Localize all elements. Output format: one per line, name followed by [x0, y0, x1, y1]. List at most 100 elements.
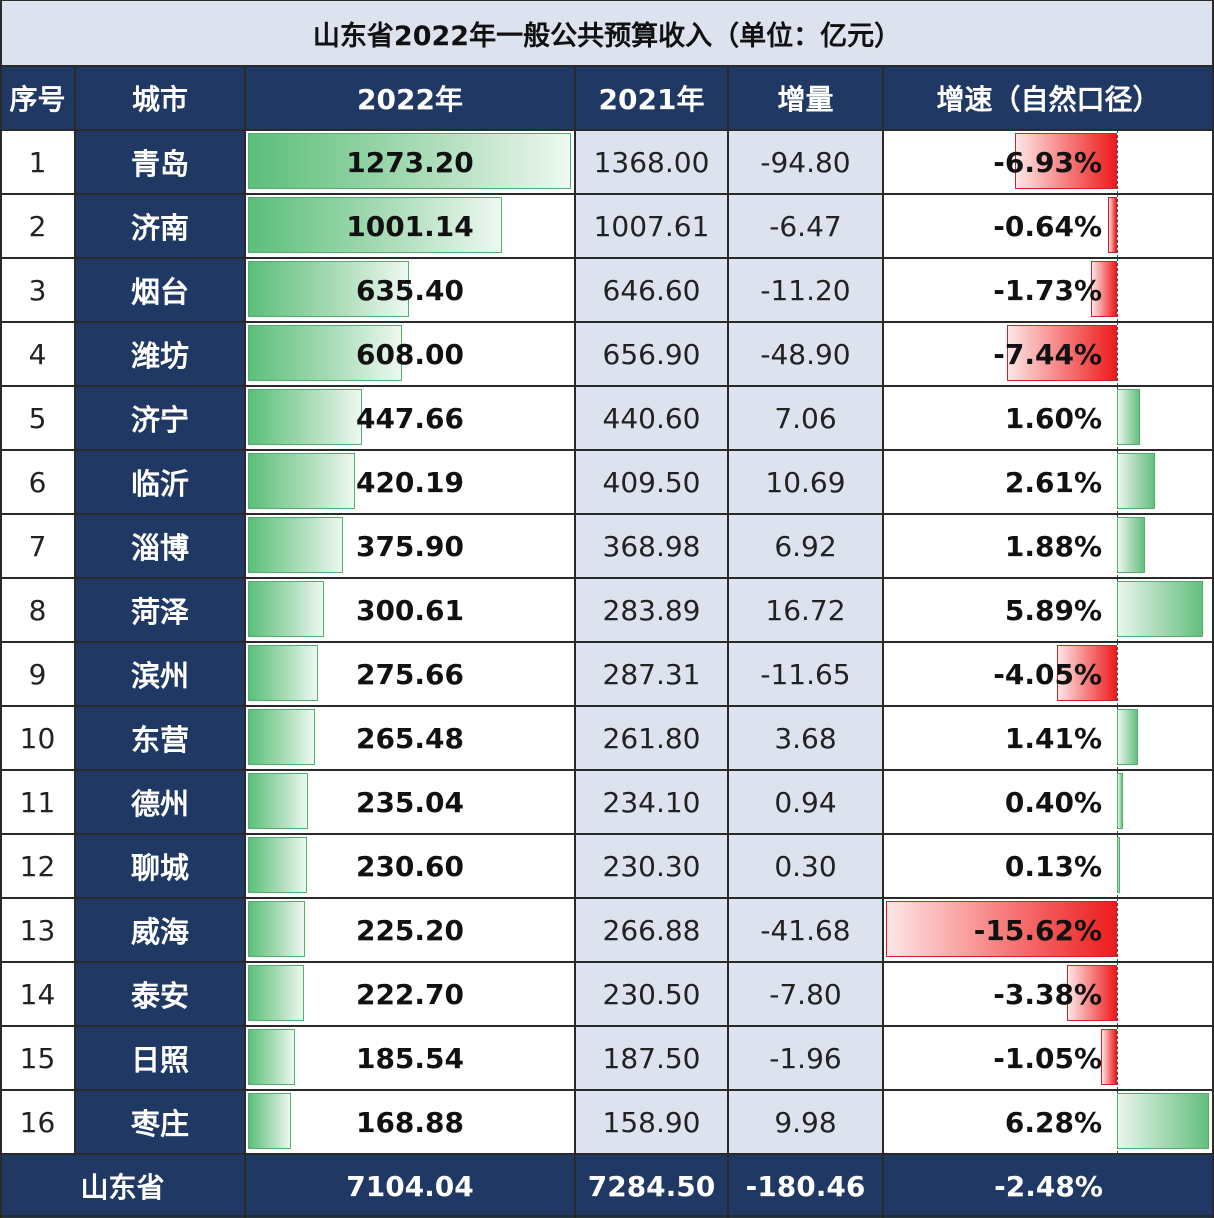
row-v2022: 1001.14 — [245, 194, 575, 258]
row-city: 济宁 — [75, 386, 245, 450]
row-growth: 1.88% — [883, 514, 1214, 578]
row-growth-text: 1.88% — [1004, 529, 1102, 563]
row-v2021-text: 266.88 — [602, 913, 701, 947]
row-v2021-text: 234.10 — [602, 785, 701, 819]
row-growth: -0.64% — [883, 194, 1214, 258]
row-increase-text: 10.69 — [765, 465, 846, 499]
row-city-text: 菏泽 — [130, 595, 189, 629]
row-growth-text: -4.05% — [993, 657, 1102, 691]
growth-bar-negative — [1057, 645, 1117, 701]
row-growth-text: -7.44% — [993, 337, 1102, 371]
row-v2021-text: 409.50 — [602, 465, 701, 499]
row-v2021: 187.50 — [575, 1026, 728, 1090]
row-v2022-text: 420.19 — [355, 465, 465, 499]
row-growth-text: 2.61% — [1004, 465, 1102, 499]
value-bar-2022 — [248, 901, 305, 957]
header-growth: 增速（自然口径） — [883, 66, 1214, 130]
value-bar-2022 — [248, 773, 308, 829]
row-rank: 6 — [0, 450, 75, 514]
total-v2022: 7104.04 — [245, 1154, 575, 1218]
row-increase-text: -7.80 — [769, 977, 842, 1011]
row-v2021: 158.90 — [575, 1090, 728, 1154]
row-rank-text: 8 — [28, 593, 47, 627]
row-v2021-text: 440.60 — [602, 401, 701, 435]
row-increase: -11.65 — [728, 642, 883, 706]
row-city: 临沂 — [75, 450, 245, 514]
row-city-text: 泰安 — [130, 979, 189, 1013]
row-city-text: 威海 — [130, 915, 189, 949]
row-v2022-text: 265.48 — [355, 721, 465, 755]
row-city: 德州 — [75, 770, 245, 834]
growth-bar-negative — [1015, 133, 1117, 189]
row-growth-text: 1.41% — [1004, 721, 1102, 755]
value-bar-2022 — [248, 645, 318, 701]
header-seq-text: 序号 — [9, 83, 66, 116]
row-v2021-text: 1368.00 — [593, 145, 710, 179]
value-bar-2022 — [248, 965, 304, 1021]
growth-bar-negative — [1091, 261, 1117, 317]
row-v2022-text: 230.60 — [355, 849, 465, 883]
grid-line-horizontal — [0, 321, 1214, 323]
grid-line-horizontal — [0, 513, 1214, 515]
row-rank: 15 — [0, 1026, 75, 1090]
row-city-text: 济南 — [130, 211, 189, 245]
row-v2021-text: 230.50 — [602, 977, 701, 1011]
row-city: 枣庄 — [75, 1090, 245, 1154]
row-growth-text: 0.40% — [1004, 785, 1102, 819]
value-bar-2022 — [248, 325, 402, 381]
row-rank: 11 — [0, 770, 75, 834]
grid-line-horizontal — [0, 449, 1214, 451]
growth-bar-positive — [1117, 1093, 1209, 1149]
row-rank-text: 5 — [28, 401, 47, 435]
row-v2022: 375.90 — [245, 514, 575, 578]
grid-line-horizontal — [0, 577, 1214, 579]
row-city-text: 德州 — [130, 787, 189, 821]
row-v2022: 420.19 — [245, 450, 575, 514]
row-city-text: 聊城 — [130, 851, 189, 885]
total-v2022-text: 7104.04 — [346, 1169, 474, 1203]
total-v2021: 7284.50 — [575, 1154, 728, 1218]
row-increase: 0.94 — [728, 770, 883, 834]
grid-line-horizontal — [0, 1215, 1214, 1217]
value-bar-2022 — [248, 581, 324, 637]
row-v2022: 447.66 — [245, 386, 575, 450]
row-city: 东营 — [75, 706, 245, 770]
row-v2021-text: 646.60 — [602, 273, 701, 307]
grid-line-horizontal — [0, 1089, 1214, 1091]
row-increase-text: 16.72 — [765, 593, 846, 627]
row-increase: 9.98 — [728, 1090, 883, 1154]
row-city-text: 济宁 — [130, 403, 189, 437]
header-city-text: 城市 — [131, 83, 188, 116]
row-v2022-text: 1001.14 — [346, 209, 474, 243]
row-rank-text: 12 — [19, 849, 56, 883]
row-growth: -1.05% — [883, 1026, 1214, 1090]
row-v2022-text: 222.70 — [355, 977, 465, 1011]
growth-zero-axis — [1117, 1026, 1118, 1090]
row-city: 聊城 — [75, 834, 245, 898]
total-growth-text: -2.48% — [994, 1169, 1103, 1203]
row-v2022-text: 300.61 — [355, 593, 465, 627]
row-growth: 6.28% — [883, 1090, 1214, 1154]
row-rank: 7 — [0, 514, 75, 578]
row-rank: 8 — [0, 578, 75, 642]
row-v2021-text: 656.90 — [602, 337, 701, 371]
row-v2022: 608.00 — [245, 322, 575, 386]
row-city: 烟台 — [75, 258, 245, 322]
grid-line-vertical — [244, 66, 246, 1218]
row-v2021: 283.89 — [575, 578, 728, 642]
row-rank-text: 14 — [19, 977, 56, 1011]
row-rank: 13 — [0, 898, 75, 962]
row-rank-text: 7 — [28, 529, 47, 563]
row-rank: 4 — [0, 322, 75, 386]
row-v2022-text: 608.00 — [355, 337, 465, 371]
row-increase-text: 9.98 — [774, 1105, 837, 1139]
row-growth: 0.13% — [883, 834, 1214, 898]
total-growth: -2.48% — [883, 1154, 1214, 1218]
row-increase-text: 6.92 — [774, 529, 837, 563]
row-city-text: 日照 — [130, 1043, 189, 1077]
value-bar-2022 — [248, 1093, 291, 1149]
grid-line-horizontal — [0, 0, 1214, 1]
row-increase-text: 0.94 — [774, 785, 837, 819]
row-increase-text: -11.20 — [760, 273, 851, 307]
